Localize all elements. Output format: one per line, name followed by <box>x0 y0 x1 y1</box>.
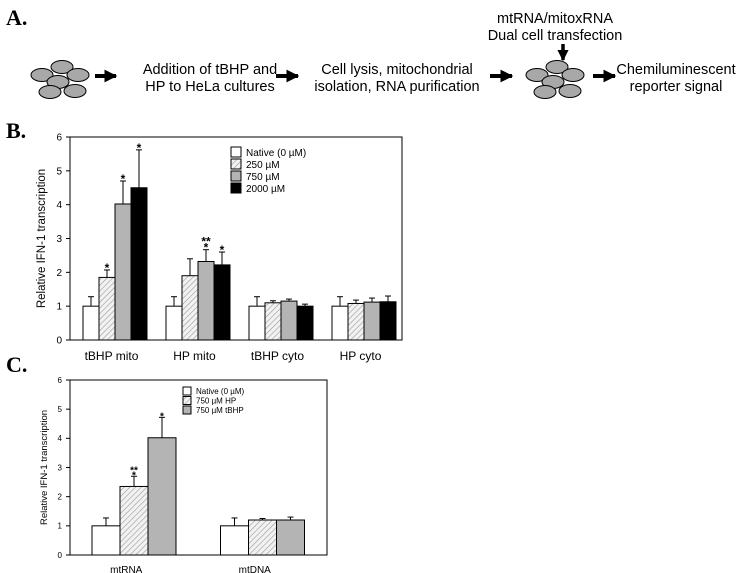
cell-shape <box>545 60 569 74</box>
x-category-label: tBHP cyto <box>251 349 304 363</box>
legend-swatch <box>182 386 192 396</box>
y-tick-label: 2 <box>58 492 63 501</box>
significance-marker: * <box>132 470 136 481</box>
workflow-step-4-line-1: Chemiluminescent <box>616 62 736 78</box>
y-tick-label: 5 <box>56 166 62 177</box>
workflow-step-2-line-2: isolation, RNA purification <box>314 79 480 95</box>
workflow-transfection-line-1: mtRNA/mitoxRNA <box>496 11 613 27</box>
y-tick-label: 3 <box>58 463 63 472</box>
significance-marker: * <box>204 241 209 255</box>
y-axis-label: Relative IFN-1 transcription <box>39 410 50 525</box>
legend-label: 750 µM HP <box>196 397 236 406</box>
significance-marker: * <box>137 141 142 155</box>
cell-cluster-1 <box>30 60 90 99</box>
bar <box>147 437 177 556</box>
y-tick-label: 3 <box>56 234 62 245</box>
significance-marker: * <box>160 411 164 422</box>
significance-marker: * <box>220 243 225 257</box>
y-tick-label: 0 <box>58 551 63 560</box>
legend-swatch <box>230 170 242 182</box>
legend-label: Native (0 µM) <box>196 387 245 396</box>
workflow-step-1-line-2: HP to HeLa cultures <box>145 79 275 95</box>
significance-marker: * <box>121 172 126 186</box>
workflow-transfection: mtRNA/mitoxRNA Dual cell transfection <box>470 11 640 45</box>
cell-shape <box>525 68 549 82</box>
significance-marker: ** <box>130 465 138 476</box>
cell-shape <box>533 85 557 99</box>
y-tick-label: 4 <box>58 434 63 443</box>
cell-cluster-2 <box>525 60 585 99</box>
legend-label: 250 µM <box>246 160 280 171</box>
workflow-step-2-line-1: Cell lysis, mitochondrial <box>321 62 473 78</box>
y-tick-label: 2 <box>56 268 62 279</box>
y-tick-label: 1 <box>58 522 63 531</box>
significance-marker: ** <box>201 235 211 249</box>
y-tick-label: 4 <box>56 200 62 211</box>
workflow-step-1: Addition of tBHP and HP to HeLa cultures <box>118 62 302 96</box>
y-tick-label: 1 <box>56 302 62 313</box>
bar <box>276 519 305 556</box>
legend-label: 2000 µM <box>246 184 285 195</box>
cell-shape <box>30 68 54 82</box>
legend-swatch <box>230 146 242 158</box>
bar <box>248 519 277 556</box>
bar <box>220 525 249 556</box>
legend-label: 750 µM <box>246 172 280 183</box>
workflow-transfection-line-2: Dual cell transfection <box>487 28 623 44</box>
x-category-label: mtRNA <box>110 565 143 573</box>
panel-label-b: B. <box>6 118 27 143</box>
y-tick-label: 6 <box>58 376 63 385</box>
legend-label: Native (0 µM) <box>246 148 306 159</box>
legend-swatch <box>230 182 242 194</box>
legend-label: 750 µM tBHP <box>196 406 244 415</box>
workflow-step-1-line-1: Addition of tBHP and <box>142 62 278 78</box>
x-category-label: tBHP mito <box>85 349 139 363</box>
cell-shape <box>63 84 87 98</box>
cell-shape <box>558 84 582 98</box>
bar <box>91 525 121 556</box>
x-category-label: HP mito <box>173 349 216 363</box>
panel-label-c: C. <box>6 352 28 377</box>
y-tick-label: 6 <box>56 133 62 144</box>
workflow-step-4-line-2: reporter signal <box>629 79 723 95</box>
workflow-step-2: Cell lysis, mitochondrial isolation, RNA… <box>303 62 491 96</box>
y-tick-label: 5 <box>58 405 63 414</box>
cell-shape <box>561 68 585 82</box>
significance-marker: * <box>105 261 110 275</box>
y-tick-label: 0 <box>56 336 62 347</box>
cell-shape <box>38 85 62 99</box>
y-axis-label: Relative IFN-1 transcription <box>36 169 48 308</box>
cell-shape <box>50 60 74 74</box>
cell-shape <box>66 68 90 82</box>
legend-swatch <box>182 396 192 405</box>
x-category-label: mtDNA <box>239 565 272 573</box>
workflow-step-4: Chemiluminescent reporter signal <box>614 62 738 96</box>
x-category-label: HP cyto <box>340 349 382 363</box>
bar <box>119 485 149 556</box>
legend-swatch <box>230 158 242 170</box>
panel-label-a: A. <box>6 5 28 30</box>
legend-swatch <box>182 405 192 415</box>
